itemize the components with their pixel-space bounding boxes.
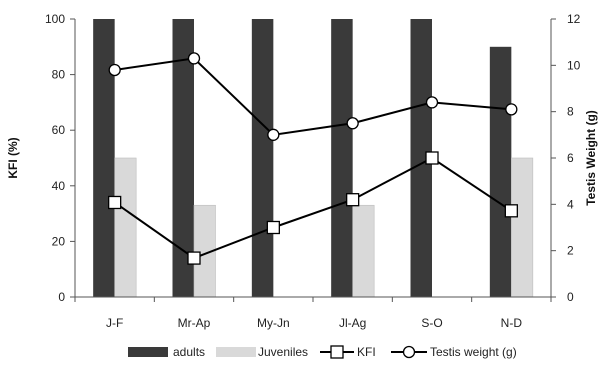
bar-adults-6: [489, 46, 512, 297]
right-tick-label-3: 6: [567, 151, 574, 165]
bar-juveniles-4: [352, 204, 375, 298]
bar-adults-1: [93, 19, 115, 297]
kfi-point-4: [346, 193, 360, 207]
legend-swatch-adults: [128, 347, 168, 357]
x-tick-label-3: My-Jn: [257, 316, 290, 330]
bars-layer: [93, 19, 534, 298]
right-tick-label-6: 12: [567, 12, 581, 26]
x-tick-label-5: S-O: [421, 316, 442, 330]
left-tick-label-0: 0: [58, 290, 65, 304]
bar-adults-4: [331, 19, 353, 297]
kfi-point-1: [108, 195, 122, 210]
right-tick-label-4: 8: [567, 105, 574, 119]
x-tick-label-1: J-F: [106, 316, 123, 330]
testis-weight-point-3: [267, 128, 280, 141]
testis-weight-point-6: [505, 103, 518, 116]
left-tick-label-5: 100: [45, 12, 65, 26]
legend-swatch-juveniles: [216, 347, 256, 357]
legend-label-juveniles: Juveniles: [258, 345, 308, 359]
bar-adults-3: [251, 19, 274, 297]
legend-label-adults: adults: [173, 345, 205, 359]
kfi-point-5: [425, 151, 439, 165]
kfi-line: [114, 156, 512, 260]
legend: adults Juveniles KFI Testis weight (g): [128, 345, 517, 359]
kfi-point-6: [504, 204, 518, 218]
testis-weight-line: [114, 57, 512, 136]
kfi-point-2: [187, 251, 201, 265]
right-tick-label-0: 0: [567, 290, 574, 304]
bar-adults-5: [410, 19, 432, 297]
lines-layer: [108, 52, 518, 265]
testis-weight-point-4: [346, 117, 359, 130]
x-tick-label-6: N-D: [501, 316, 523, 330]
x-tick-label-2: Mr-Ap: [178, 316, 211, 330]
bar-juveniles-6: [511, 157, 534, 298]
testis-weight-point-2: [187, 52, 201, 65]
axes-layer: [70, 18, 556, 302]
right-tick-label-5: 10: [567, 58, 581, 72]
right-tick-label-1: 2: [567, 244, 574, 258]
legend-marker-kfi: [330, 345, 344, 359]
legend-label-testis-weight: Testis weight (g): [430, 345, 517, 359]
legend-marker-testis: [402, 345, 416, 359]
tick-labels-layer: 0 20 40 60 80 100 0 2 4 6 8 10 12 J-F Mr-Ap My-Jn Jl-Ag S…: [45, 12, 581, 330]
bar-adults-2: [172, 19, 194, 297]
left-axis-title: KFI (%): [6, 137, 20, 178]
left-tick-label-4: 80: [52, 68, 66, 82]
x-tick-label-4: Jl-Ag: [339, 316, 366, 330]
right-axis-title: Testis Weight (g): [584, 110, 598, 206]
left-tick-label-1: 20: [52, 234, 66, 248]
right-tick-label-2: 4: [567, 197, 574, 211]
testis-weight-point-5: [425, 96, 439, 109]
bar-juveniles-1: [114, 157, 137, 298]
testis-weight-point-1: [108, 63, 121, 77]
left-tick-label-2: 40: [52, 179, 66, 193]
legend-label-kfi: KFI: [357, 345, 376, 359]
kfi-point-3: [266, 220, 280, 235]
left-tick-label-3: 60: [52, 123, 66, 137]
